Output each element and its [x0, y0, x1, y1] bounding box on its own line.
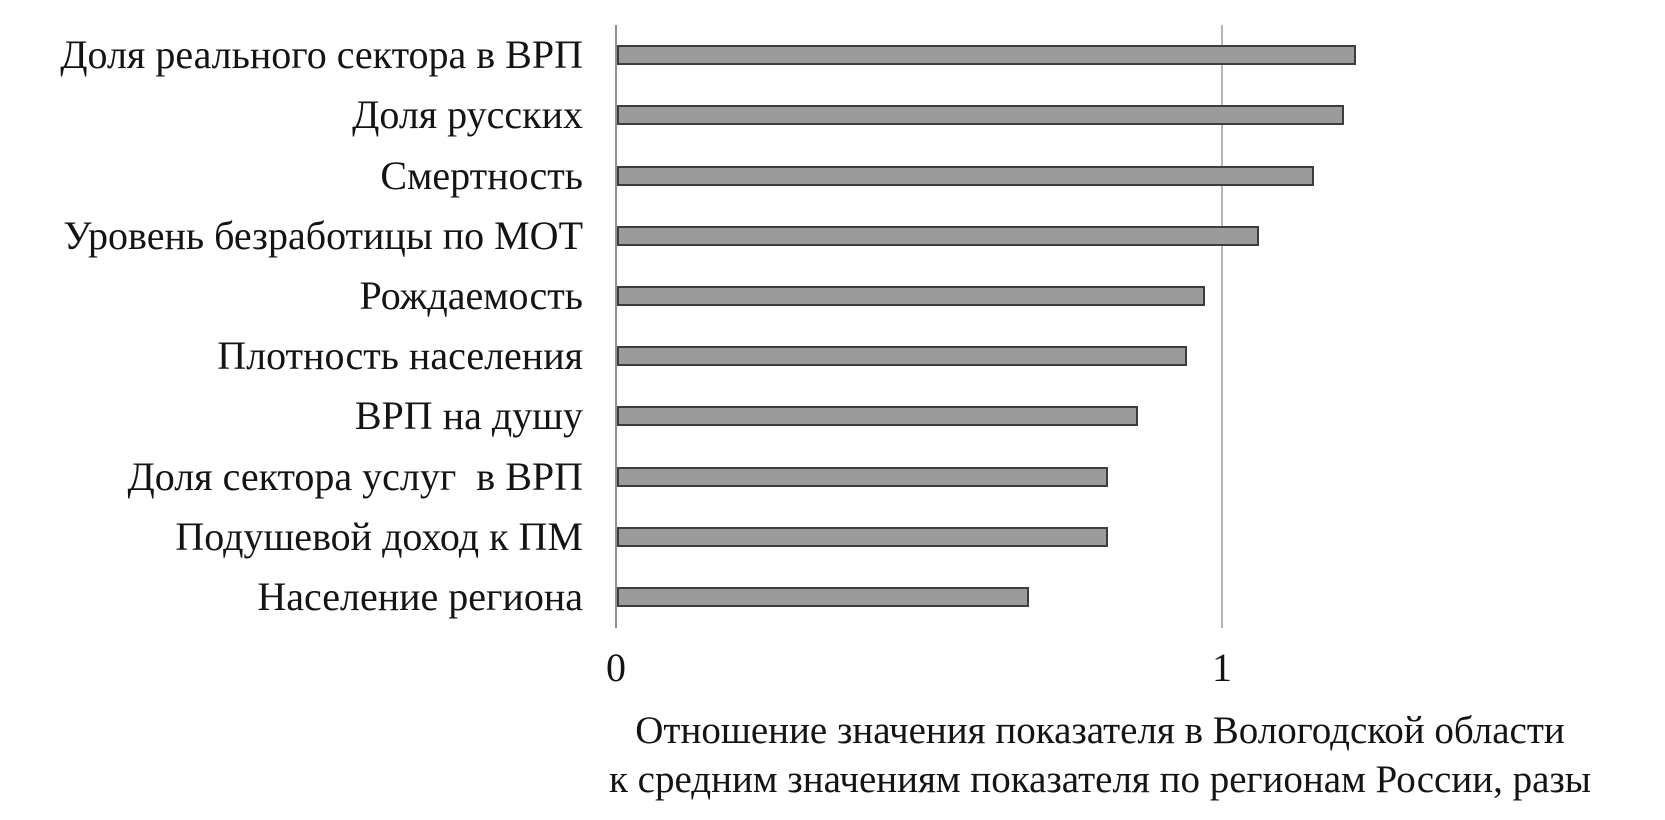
bar — [617, 467, 1108, 487]
category-label: Население региона — [257, 574, 583, 619]
bar — [617, 587, 1029, 607]
category-labels: Доля реального сектора в ВРП Доля русских… — [0, 0, 583, 650]
category-label: Уровень безработицы по МОТ — [63, 213, 583, 258]
bar — [617, 45, 1356, 65]
category-label: ВРП на душу — [354, 393, 583, 438]
x-axis-title-line-1: Отношение значения показателя в Вологодс… — [635, 709, 1565, 752]
bar — [617, 166, 1314, 186]
category-label: Рождаемость — [359, 273, 583, 318]
bar — [617, 406, 1138, 426]
bar — [617, 346, 1187, 366]
bar — [617, 226, 1259, 246]
y-axis-line — [615, 25, 617, 628]
x-axis-title: Отношение значения показателя в Вологодс… — [550, 706, 1650, 804]
category-label: Подушевой доход к ПМ — [175, 514, 583, 559]
gridline-x1 — [1221, 25, 1223, 628]
category-label: Доля реального сектора в ВРП — [60, 32, 583, 77]
x-tick-label: 1 — [1212, 645, 1232, 690]
bar — [617, 286, 1205, 306]
category-label: Плотность населения — [217, 333, 583, 378]
bar — [617, 105, 1344, 125]
category-label: Доля русских — [352, 92, 583, 137]
bar — [617, 527, 1108, 547]
x-axis-title-line-2: к средним значениям показателя по регион… — [608, 758, 1591, 801]
category-label: Доля сектора услуг в ВРП — [127, 454, 583, 499]
x-tick-label: 0 — [606, 645, 626, 690]
category-label: Смертность — [380, 153, 583, 198]
